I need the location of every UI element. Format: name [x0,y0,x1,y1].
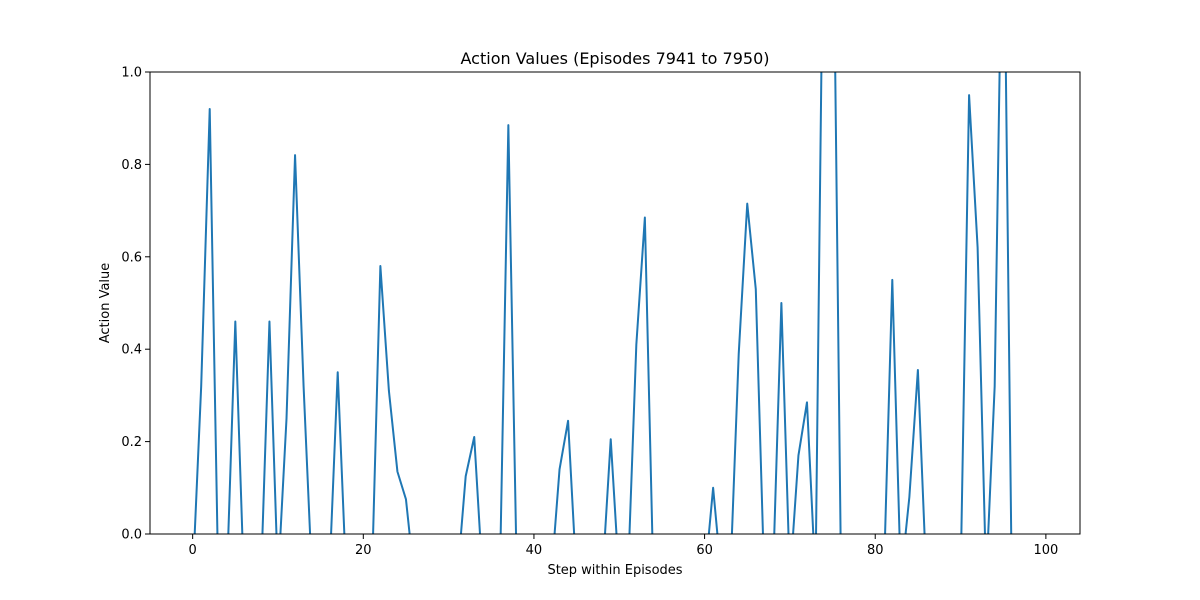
chart-title: Action Values (Episodes 7941 to 7950) [461,49,770,68]
series-line [193,72,1013,534]
y-tick-label: 1.0 [121,66,142,81]
x-tick-label: 60 [696,543,713,558]
y-axis-label: Action Value [98,263,113,344]
x-tick-label: 100 [1033,543,1058,558]
y-tick-label: 0.0 [121,528,142,543]
x-tick-label: 20 [355,543,372,558]
y-tick-label: 0.6 [121,250,142,265]
y-tick-label: 0.4 [121,343,142,358]
x-axis-label: Step within Episodes [547,563,682,578]
y-tick-label: 0.8 [121,158,142,173]
x-tick-label: 80 [867,543,884,558]
ticks-layer: 0 20 40 60 80 100 0.0 0.2 0.4 0.6 0.8 1.0 [121,66,1058,559]
plot-area-frame [149,71,1081,535]
x-tick-label: 40 [526,543,543,558]
x-tick-label: 0 [189,543,197,558]
y-tick-label: 0.2 [121,435,142,450]
series-layer [193,72,1013,534]
